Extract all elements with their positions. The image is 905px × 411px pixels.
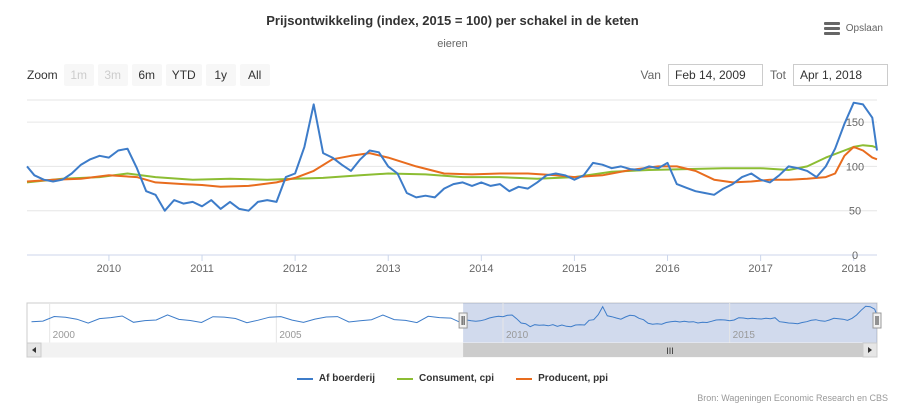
source-credit: Bron: Wageningen Economic Research en CB… bbox=[697, 393, 888, 403]
navigator-right-handle[interactable] bbox=[872, 312, 882, 329]
legend-label: Producent, ppi bbox=[538, 373, 609, 384]
legend-item-af-boerderij[interactable]: Af boerderij bbox=[296, 373, 376, 384]
navigator-selected-range[interactable] bbox=[463, 303, 877, 343]
legend-swatch bbox=[397, 377, 414, 380]
zoom-3m-button[interactable]: 3m bbox=[97, 64, 128, 86]
y-axis-labels: 0 50 100 150 bbox=[846, 117, 864, 262]
navigator-year-label: 2000 bbox=[53, 330, 76, 341]
series-line-producent-ppi[interactable] bbox=[26, 145, 878, 188]
chart-title: Prijsontwikkeling (index, 2015 = 100) pe… bbox=[266, 13, 639, 28]
x-tick-label: 2016 bbox=[655, 263, 679, 275]
y-tick-label: 0 bbox=[852, 250, 858, 262]
zoom-label: Zoom bbox=[27, 68, 58, 82]
x-axis-labels: 2010 2011 2012 2013 2014 2015 2016 2017 2018 bbox=[97, 263, 866, 275]
scrollbar-grip-icon: III bbox=[666, 346, 674, 356]
export-button[interactable]: Opslaan bbox=[823, 22, 883, 35]
from-date-input[interactable]: Feb 14, 2009 bbox=[667, 64, 763, 86]
x-tick-label: 2011 bbox=[190, 263, 214, 275]
x-tick-label: 2010 bbox=[97, 263, 121, 275]
y-tick-label: 100 bbox=[846, 161, 864, 173]
x-tick-label: 2015 bbox=[562, 263, 586, 275]
chevron-right-icon bbox=[868, 347, 872, 353]
legend: Af boerderij Consument, cpi Producent, p… bbox=[0, 373, 905, 384]
plot-axes bbox=[27, 254, 877, 261]
zoom-all-button[interactable]: All bbox=[239, 64, 270, 86]
legend-swatch bbox=[516, 377, 533, 380]
to-label: Tot bbox=[769, 68, 786, 82]
series-line-consument-cpi[interactable] bbox=[26, 144, 878, 184]
x-tick-label: 2012 bbox=[283, 263, 307, 275]
x-tick-label: 2017 bbox=[748, 263, 772, 275]
navigator-year-label: 2005 bbox=[279, 330, 302, 341]
legend-item-consument-cpi[interactable]: Consument, cpi bbox=[397, 373, 494, 384]
hamburger-menu-icon bbox=[823, 22, 840, 35]
plot-series bbox=[26, 101, 878, 212]
zoom-1y-button[interactable]: 1y bbox=[205, 64, 236, 86]
to-date-input[interactable]: Apr 1, 2018 bbox=[793, 64, 888, 86]
zoom-6m-button[interactable]: 6m bbox=[131, 64, 162, 86]
navigator-year-label: 2015 bbox=[733, 330, 756, 341]
chart-subtitle: eieren bbox=[437, 38, 468, 50]
zoom-1m-button[interactable]: 1m bbox=[63, 64, 94, 86]
navigator: 2000 2005 2010 2015 bbox=[26, 302, 882, 344]
legend-label: Consument, cpi bbox=[419, 373, 495, 384]
x-tick-label: 2013 bbox=[376, 263, 400, 275]
navigator-year-label: 2010 bbox=[506, 330, 529, 341]
navigator-series-line bbox=[31, 305, 878, 328]
scrollbar: III bbox=[26, 342, 878, 358]
y-tick-label: 50 bbox=[849, 206, 861, 218]
legend-item-producent-ppi[interactable]: Producent, ppi bbox=[516, 373, 608, 384]
range-selector-zoom: Zoom 1m 3m 6m YTD 1y All bbox=[27, 64, 270, 86]
date-range-inputs: Van Feb 14, 2009 Tot Apr 1, 2018 bbox=[634, 64, 888, 86]
from-label: Van bbox=[640, 68, 661, 82]
legend-swatch bbox=[296, 377, 313, 380]
x-tick-label: 2018 bbox=[841, 263, 865, 275]
export-label: Opslaan bbox=[845, 23, 883, 34]
scrollbar-thumb[interactable] bbox=[463, 343, 877, 357]
navigator-frame bbox=[26, 302, 878, 344]
series-line-af-boerderij[interactable] bbox=[26, 101, 878, 212]
chevron-left-icon bbox=[32, 347, 36, 353]
navigator-left-handle[interactable] bbox=[458, 312, 468, 329]
x-tick-label: 2014 bbox=[469, 263, 493, 275]
legend-label: Af boerderij bbox=[318, 373, 376, 384]
y-tick-label: 150 bbox=[846, 117, 864, 129]
zoom-ytd-button[interactable]: YTD bbox=[165, 64, 202, 86]
